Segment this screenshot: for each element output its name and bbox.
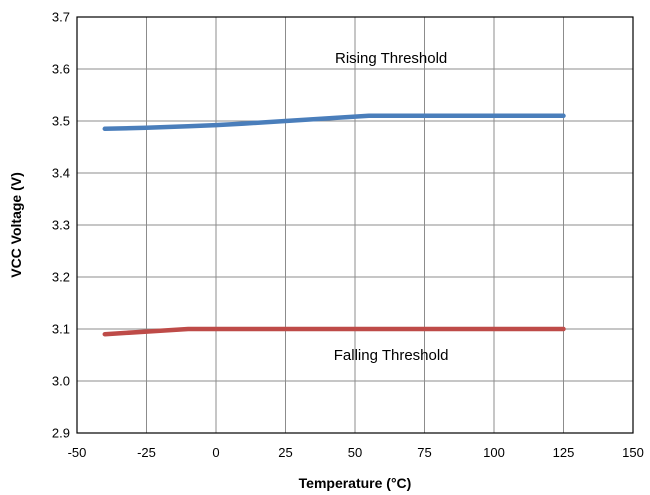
series-line-2 — [102, 326, 566, 337]
y-tick-label: 3.4 — [52, 166, 70, 181]
x-tick-label: 25 — [278, 445, 292, 460]
series-group — [102, 113, 566, 337]
grid — [77, 17, 633, 433]
annotations: Rising Threshold Falling Threshold — [334, 50, 449, 364]
y-tick-label: 3.5 — [52, 114, 70, 129]
annotation-label: Falling Threshold — [334, 347, 449, 364]
y-axis-title: VCC Voltage (V) — [8, 172, 24, 278]
y-tick-label: 3.3 — [52, 218, 70, 233]
x-axis-title: Temperature (°C) — [299, 475, 412, 491]
x-tick-label: 125 — [553, 445, 575, 460]
x-tick-label: 0 — [212, 445, 219, 460]
tick-labels: -50 -25 0 25 50 75 100 125 150 2.9 3.0 3.1 3.2 3.3 3.4… — [52, 10, 644, 461]
y-tick-label: 3.0 — [52, 374, 70, 389]
y-tick-label: 3.2 — [52, 270, 70, 285]
y-tick-label: 2.9 — [52, 426, 70, 441]
y-tick-label: 3.1 — [52, 322, 70, 337]
x-tick-label: 50 — [348, 445, 362, 460]
x-tick-label: 75 — [417, 445, 431, 460]
annotation-label: Rising Threshold — [335, 50, 447, 67]
y-tick-label: 3.6 — [52, 62, 70, 77]
plot-area-frame — [76, 16, 634, 434]
x-tick-label: -50 — [68, 445, 87, 460]
x-tick-label: -25 — [137, 445, 156, 460]
x-tick-label: 150 — [622, 445, 644, 460]
x-tick-label: 100 — [483, 445, 505, 460]
y-tick-label: 3.7 — [52, 10, 70, 25]
series-line-1 — [102, 113, 566, 132]
